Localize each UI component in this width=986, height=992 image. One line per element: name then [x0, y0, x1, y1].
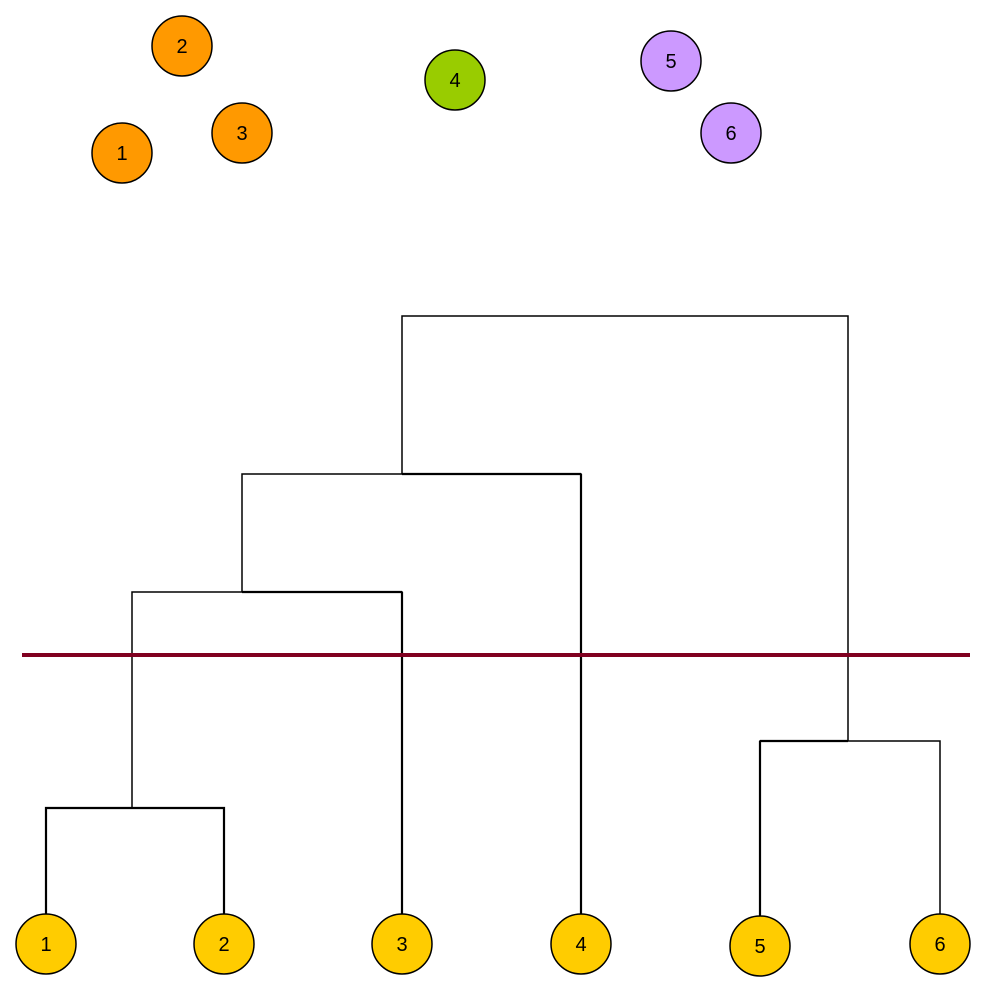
scatter-point-3-label: 3 — [236, 123, 247, 145]
scatter-point-1: 1 — [91, 122, 153, 184]
scatter-point-6: 6 — [700, 102, 762, 164]
scatter-point-2-circle — [151, 15, 213, 77]
leaf-3-label: 3 — [396, 934, 407, 956]
scatter-point-4-label: 4 — [449, 70, 460, 92]
leaf-6-label: 6 — [934, 934, 945, 956]
link-merge-123-4 — [241, 473, 582, 915]
leaf-2-circle — [193, 913, 255, 975]
leaf-1-circle — [15, 913, 77, 975]
leaf-6-circle — [909, 913, 971, 975]
leaf-1-label: 1 — [40, 934, 51, 956]
link-merge-1-2 — [44, 806, 226, 915]
scatter-plot: 1 2 3 4 5 6 — [91, 15, 762, 184]
scatter-point-6-circle — [700, 102, 762, 164]
leaf-2-label: 2 — [218, 934, 229, 956]
leaf-4-circle — [550, 913, 612, 975]
scatter-point-6-label: 6 — [725, 123, 736, 145]
link-merge-5-6 — [759, 740, 941, 917]
scatter-point-4-circle — [424, 49, 486, 111]
scatter-point-5-label: 5 — [665, 51, 676, 73]
link-merge-root — [401, 315, 849, 741]
leaf-5-label: 5 — [754, 936, 765, 958]
leaf-4-label: 4 — [575, 934, 586, 956]
scatter-point-2-label: 2 — [176, 36, 187, 58]
leaf-6: 6 — [909, 913, 971, 975]
leaf-5: 5 — [729, 915, 791, 977]
leaf-3: 3 — [371, 913, 433, 975]
scatter-point-5: 5 — [640, 30, 702, 92]
dendrogram-links — [44, 315, 941, 917]
scatter-point-4: 4 — [424, 49, 486, 111]
scatter-point-1-label: 1 — [116, 143, 127, 165]
scatter-point-3: 3 — [211, 102, 273, 164]
dendrogram-leaves: 1 2 3 4 5 6 — [15, 913, 971, 977]
link-merge-12-3 — [131, 591, 403, 915]
scatter-point-5-circle — [640, 30, 702, 92]
leaf-2: 2 — [193, 913, 255, 975]
scatter-point-2: 2 — [151, 15, 213, 77]
leaf-5-circle — [729, 915, 791, 977]
scatter-point-3-circle — [211, 102, 273, 164]
leaf-3-circle — [371, 913, 433, 975]
leaf-1: 1 — [15, 913, 77, 975]
leaf-4: 4 — [550, 913, 612, 975]
scatter-point-1-circle — [91, 122, 153, 184]
